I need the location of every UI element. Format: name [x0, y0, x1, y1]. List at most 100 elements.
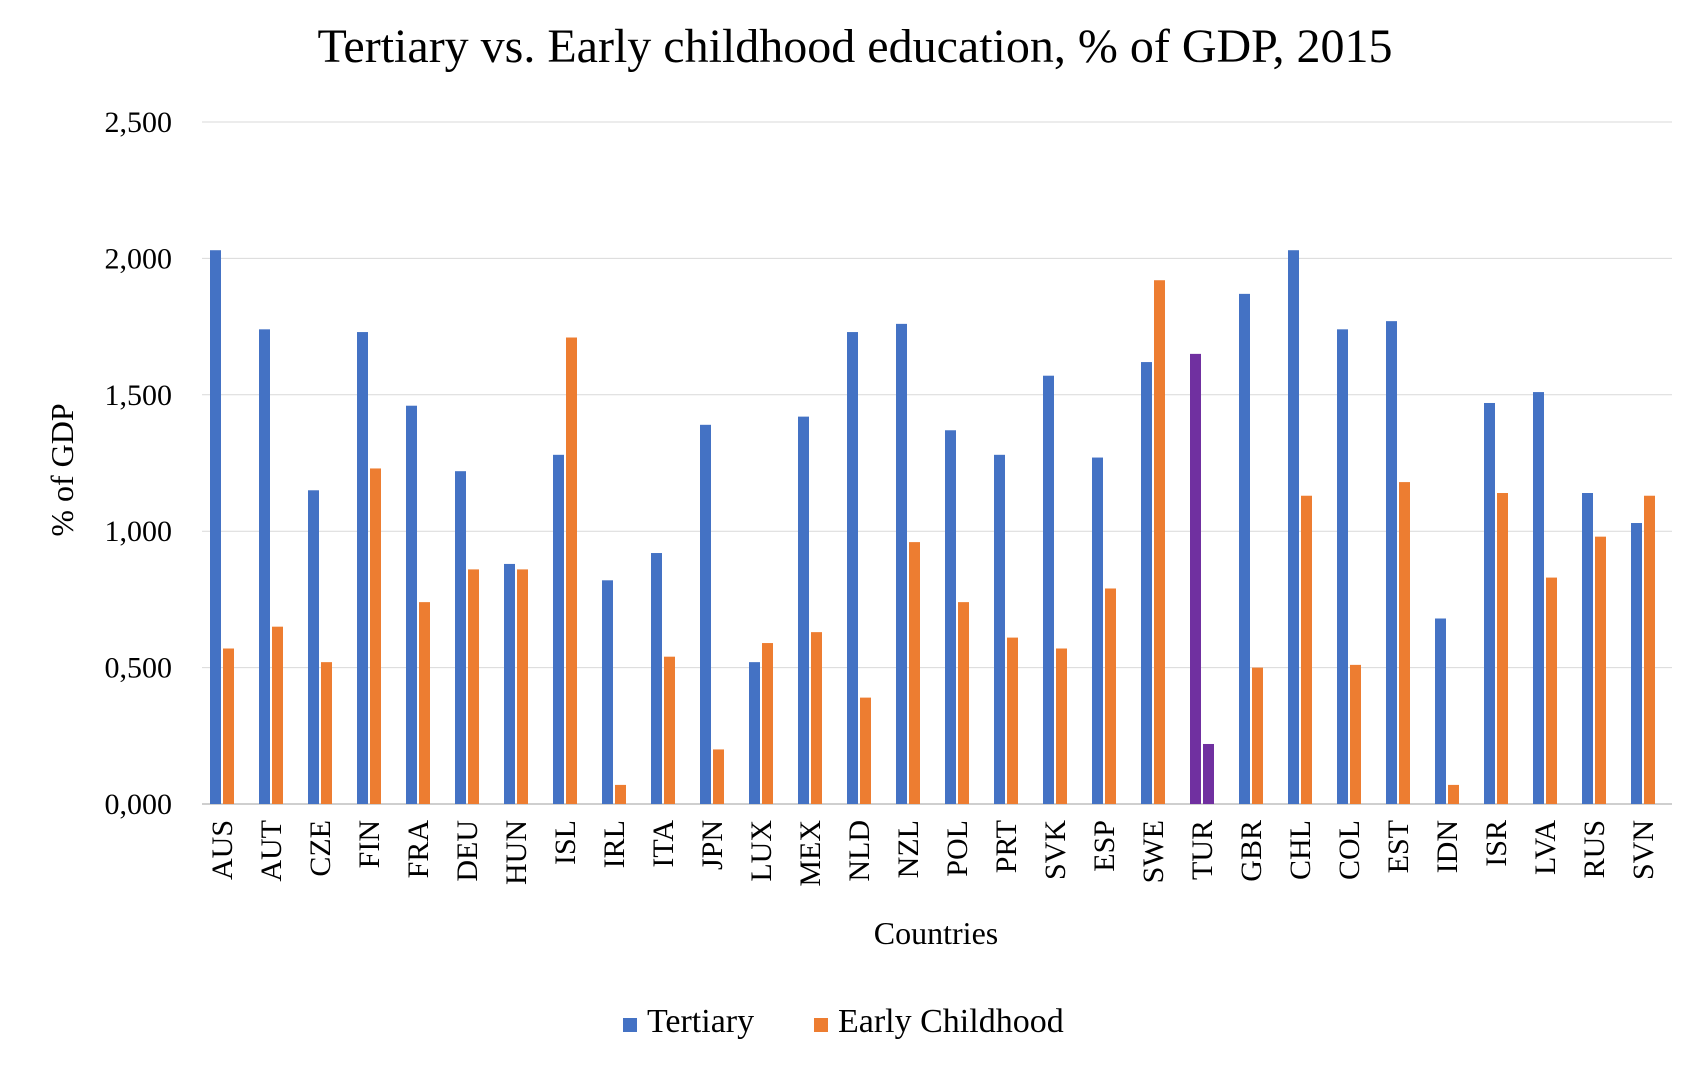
x-tick-label: AUT — [255, 820, 288, 882]
bar-early-childhood-lux — [762, 643, 773, 804]
bar-early-childhood-fin — [370, 468, 381, 804]
bar-early-childhood-rus — [1595, 536, 1606, 804]
x-tick-label: ISL — [549, 820, 582, 865]
bar-early-childhood-ita — [664, 656, 675, 804]
x-tick-label: ISR — [1480, 820, 1513, 867]
bar-tertiary-nld — [847, 332, 858, 804]
y-tick-label: 0,000 — [105, 788, 173, 821]
bar-early-childhood-est — [1399, 482, 1410, 804]
bar-early-childhood-nzl — [909, 542, 920, 804]
bar-early-childhood-nld — [860, 697, 871, 804]
bar-early-childhood-prt — [1007, 637, 1018, 804]
bars — [210, 250, 1655, 804]
bar-tertiary-col — [1337, 329, 1348, 804]
x-tick-label: LVA — [1529, 820, 1562, 875]
bar-early-childhood-cze — [321, 662, 332, 804]
x-tick-label: HUN — [500, 820, 533, 885]
bar-tertiary-svn — [1631, 523, 1642, 804]
bar-early-childhood-irl — [615, 784, 626, 804]
x-tick-label: ITA — [647, 820, 680, 868]
bar-early-childhood-isl — [566, 337, 577, 804]
bar-tertiary-gbr — [1239, 293, 1250, 804]
x-tick-label: DEU — [451, 820, 484, 882]
bar-tertiary-ita — [651, 553, 662, 804]
bar-early-childhood-chl — [1301, 495, 1312, 804]
x-tick-label: NZL — [892, 820, 925, 878]
y-tick-label: 2,000 — [105, 242, 173, 275]
x-tick-label: SWE — [1137, 820, 1170, 883]
y-axis-ticks: 0,000 0,500 1,000 1,500 2,000 2,500 — [105, 106, 173, 821]
bar-tertiary-svk — [1043, 375, 1054, 804]
bar-tertiary-prt — [994, 454, 1005, 804]
y-tick-label: 2,500 — [105, 106, 173, 139]
x-tick-label: ESP — [1088, 820, 1121, 872]
bar-tertiary-mex — [798, 416, 809, 804]
x-tick-label: GBR — [1235, 820, 1268, 882]
bar-early-childhood-hun — [517, 569, 528, 804]
x-tick-label: FIN — [353, 820, 386, 868]
bar-early-childhood-svn — [1644, 495, 1655, 804]
bar-tertiary-aus — [210, 250, 221, 804]
x-tick-label: LUX — [745, 820, 778, 882]
bar-tertiary-pol — [945, 430, 956, 804]
bar-tertiary-hun — [504, 563, 515, 804]
bar-tertiary-lva — [1533, 392, 1544, 804]
bar-tertiary-fin — [357, 332, 368, 804]
bar-tertiary-est — [1386, 321, 1397, 804]
bar-tertiary-fra — [406, 405, 417, 804]
bar-tertiary-nzl — [896, 323, 907, 804]
y-tick-label: 0,500 — [105, 652, 173, 685]
gridlines — [202, 121, 1672, 805]
x-tick-label: IRL — [598, 820, 631, 868]
bar-tertiary-lux — [749, 662, 760, 804]
bar-tertiary-jpn — [700, 424, 711, 804]
bar-early-childhood-pol — [958, 602, 969, 804]
x-tick-label: SVN — [1627, 820, 1660, 880]
bar-early-childhood-deu — [468, 569, 479, 804]
legend: Tertiary Early Childhood — [623, 1003, 1064, 1040]
bar-early-childhood-mex — [811, 632, 822, 804]
bar-early-childhood-aus — [223, 648, 234, 804]
x-tick-label: JPN — [696, 820, 729, 870]
x-tick-label: RUS — [1578, 820, 1611, 878]
bar-tertiary-chl — [1288, 250, 1299, 804]
bar-tertiary-isr — [1484, 402, 1495, 804]
legend-swatch-tertiary — [623, 1018, 637, 1032]
bar-tertiary-idn — [1435, 618, 1446, 804]
x-axis-ticks: AUS AUT CZE FIN FRA DEU HUN ISL IRL ITA JPN LUX MEX N… — [206, 820, 1660, 887]
bar-early-childhood-svk — [1056, 648, 1067, 804]
bar-early-childhood-swe — [1154, 280, 1165, 804]
x-tick-label: CHL — [1284, 820, 1317, 880]
x-axis-label: Countries — [874, 915, 998, 951]
bar-tertiary-cze — [308, 490, 319, 804]
x-tick-label: FRA — [402, 820, 435, 879]
x-tick-label: SVK — [1039, 820, 1072, 880]
bar-early-childhood-col — [1350, 664, 1361, 804]
bar-early-childhood-tur — [1203, 743, 1214, 804]
bar-early-childhood-esp — [1105, 588, 1116, 804]
x-tick-label: TUR — [1186, 820, 1219, 880]
y-tick-label: 1,500 — [105, 379, 173, 412]
bar-tertiary-isl — [553, 454, 564, 804]
bar-tertiary-swe — [1141, 362, 1152, 804]
x-tick-label: EST — [1382, 820, 1415, 873]
y-axis-label: % of GDP — [44, 403, 80, 536]
bar-early-childhood-fra — [419, 602, 430, 804]
bar-tertiary-irl — [602, 580, 613, 804]
x-tick-label: MEX — [794, 820, 827, 887]
x-tick-label: AUS — [206, 820, 239, 880]
x-tick-label: CZE — [304, 820, 337, 877]
bar-tertiary-rus — [1582, 493, 1593, 804]
x-tick-label: NLD — [843, 820, 876, 882]
legend-swatch-early-childhood — [814, 1018, 828, 1032]
bar-early-childhood-idn — [1448, 784, 1459, 804]
x-tick-label: POL — [941, 820, 974, 877]
bar-tertiary-tur — [1190, 353, 1201, 804]
bar-early-childhood-gbr — [1252, 667, 1263, 804]
x-tick-label: PRT — [990, 820, 1023, 873]
bar-tertiary-aut — [259, 329, 270, 804]
bar-tertiary-esp — [1092, 457, 1103, 804]
chart-title: Tertiary vs. Early childhood education, … — [317, 20, 1392, 73]
x-tick-label: IDN — [1431, 820, 1464, 873]
